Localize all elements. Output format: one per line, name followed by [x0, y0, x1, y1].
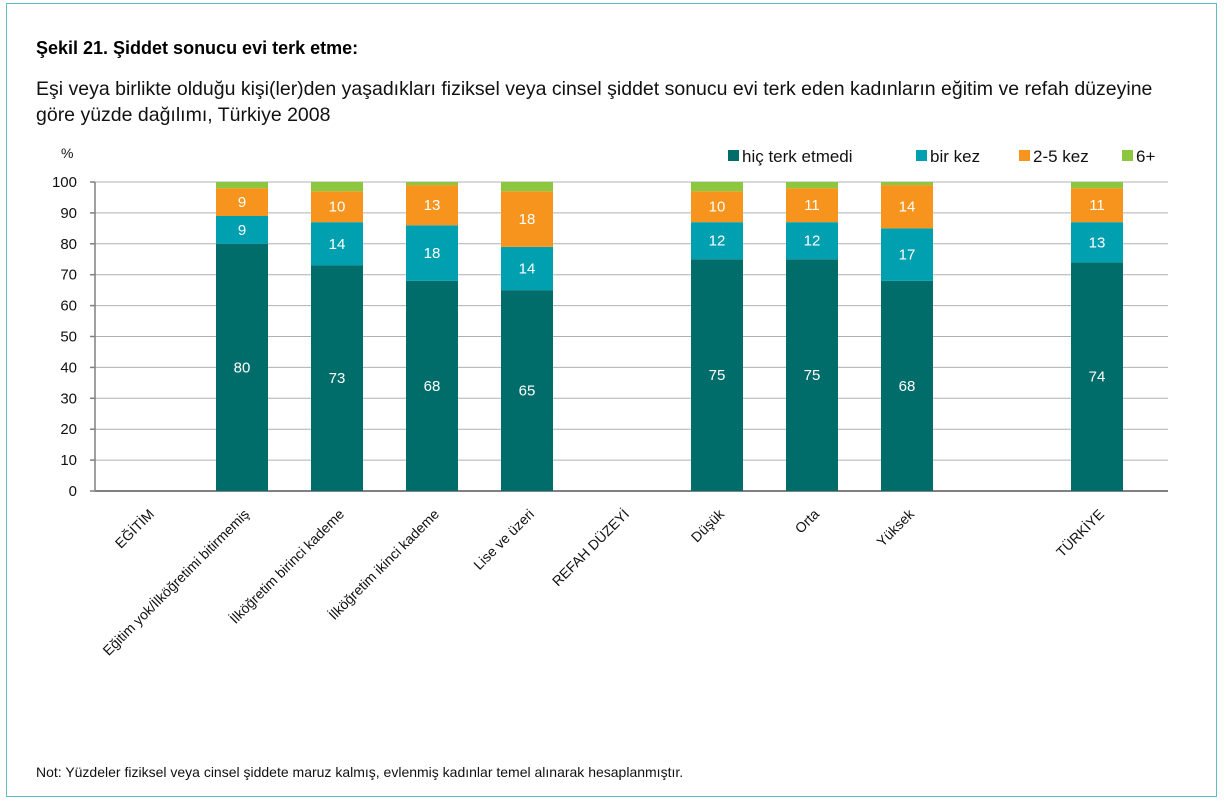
data-label: 80: [234, 359, 251, 376]
chart-title: Şekil 21. Şiddet sonucu evi terk etme:: [36, 38, 359, 58]
y-tick-label: 60: [60, 298, 77, 315]
data-label: 75: [709, 367, 726, 384]
bar-segment: [216, 182, 268, 189]
bar-segment: [501, 191, 553, 247]
bar-segment: [1071, 188, 1123, 223]
bar-segment: [311, 191, 363, 223]
data-label: 75: [804, 367, 821, 384]
legend-swatch: [1019, 150, 1030, 161]
data-label: 68: [899, 378, 916, 395]
legend-label: hiç terk etmedi: [742, 147, 853, 166]
stacked-bar-chart: 0 10 20 30 40 50 60 70 80 90 100 80 9 9 73 14 10 68 18 13 6…: [52, 145, 1168, 659]
y-tick-label: 90: [60, 205, 77, 222]
legend-swatch: [728, 150, 739, 161]
legend-swatch: [1122, 150, 1133, 161]
data-label: 13: [424, 197, 441, 214]
bar-segment: [881, 228, 933, 281]
bar-segment: [881, 280, 933, 491]
y-tick-label: 40: [60, 359, 77, 376]
data-label: 13: [1089, 234, 1106, 251]
bar-segment: [691, 259, 743, 491]
bars: [216, 182, 1123, 491]
category-label: Düşük: [688, 505, 728, 545]
bar-segment: [216, 215, 268, 244]
bar-segment: [691, 191, 743, 223]
y-tick-label: 10: [60, 452, 77, 469]
data-label: 9: [238, 194, 246, 211]
y-tick-label: 100: [52, 174, 77, 191]
data-label: 14: [519, 261, 536, 278]
bar-segment: [881, 182, 933, 186]
data-label: 14: [899, 199, 916, 216]
bar-segment: [501, 290, 553, 491]
category-label: REFAH DÜZEYİ: [548, 505, 632, 589]
legend: hiç terk etmedi bir kez 2-5 kez 6+: [728, 147, 1155, 166]
data-label: 11: [804, 197, 820, 214]
data-label: 10: [329, 199, 346, 216]
category-label: Lise ve üzeri: [470, 506, 537, 573]
bar-segment: [406, 225, 458, 281]
y-tick-label: 80: [60, 236, 77, 253]
bar-segment: [501, 246, 553, 291]
bar-segment: [691, 222, 743, 260]
y-tick-label: 70: [60, 267, 77, 284]
data-label: 74: [1089, 369, 1106, 386]
bar-segment: [216, 188, 268, 216]
data-label: 17: [899, 247, 916, 264]
data-label: 65: [519, 383, 536, 400]
y-tick-label: 20: [60, 421, 77, 438]
bar-segment: [786, 259, 838, 491]
data-label: 18: [424, 245, 441, 262]
bar-segment: [786, 222, 838, 260]
bar-segment: [881, 185, 933, 229]
category-label: Eğitim yok/İlköğretimi bitirmemiş: [99, 505, 252, 658]
data-label: 14: [329, 236, 346, 253]
bar-segment: [501, 182, 553, 192]
legend-label: 6+: [1136, 147, 1155, 166]
chart-subtitle: Eşi veya birlikte olduğu kişi(ler)den ya…: [36, 78, 1153, 126]
data-label: 12: [709, 233, 726, 250]
bar-segment: [786, 182, 838, 189]
legend-label: 2-5 kez: [1033, 147, 1089, 166]
y-unit-label: %: [61, 145, 73, 161]
footnote: Not: Yüzdeler fiziksel veya cinsel şidde…: [36, 764, 684, 780]
data-label: 10: [709, 199, 726, 216]
bar-segment: [406, 280, 458, 491]
y-tick-label: 50: [60, 329, 77, 346]
bar-segment: [1071, 262, 1123, 491]
data-label: 11: [1089, 197, 1105, 214]
y-axis: 0 10 20 30 40 50 60 70 80 90 100: [52, 174, 1168, 500]
bar-segment: [1071, 222, 1123, 263]
category-label: EĞİTİM: [111, 505, 157, 551]
data-label: 68: [424, 378, 441, 395]
bar-segment: [216, 243, 268, 491]
category-label: Orta: [792, 506, 823, 537]
bar-segment: [1071, 182, 1123, 189]
bar-segment: [406, 185, 458, 226]
bar-segment: [691, 182, 743, 192]
bar-segment: [786, 188, 838, 223]
data-label: 18: [519, 211, 536, 228]
bar-segment: [311, 222, 363, 266]
data-label: 73: [329, 370, 346, 387]
legend-swatch: [916, 150, 927, 161]
grid-lines: [95, 181, 1168, 461]
legend-label: bir kez: [930, 147, 980, 166]
bar-segment: [311, 182, 363, 192]
figure-frame: [6, 3, 1217, 797]
category-label: Yüksek: [873, 505, 917, 549]
category-label: İlköğretim ikinci kademe: [324, 505, 442, 623]
y-tick-label: 30: [60, 390, 77, 407]
data-labels: 80 9 9 73 14 10 68 18 13 65 14 18 75 12 10 75 12 11 68 17 14…: [234, 194, 1106, 399]
data-label: 12: [804, 233, 821, 250]
bar-segment: [406, 182, 458, 186]
data-label: 9: [238, 222, 246, 239]
y-tick-label: 0: [69, 483, 77, 500]
bar-segment: [311, 265, 363, 491]
category-label: TÜRKİYE: [1052, 505, 1107, 560]
